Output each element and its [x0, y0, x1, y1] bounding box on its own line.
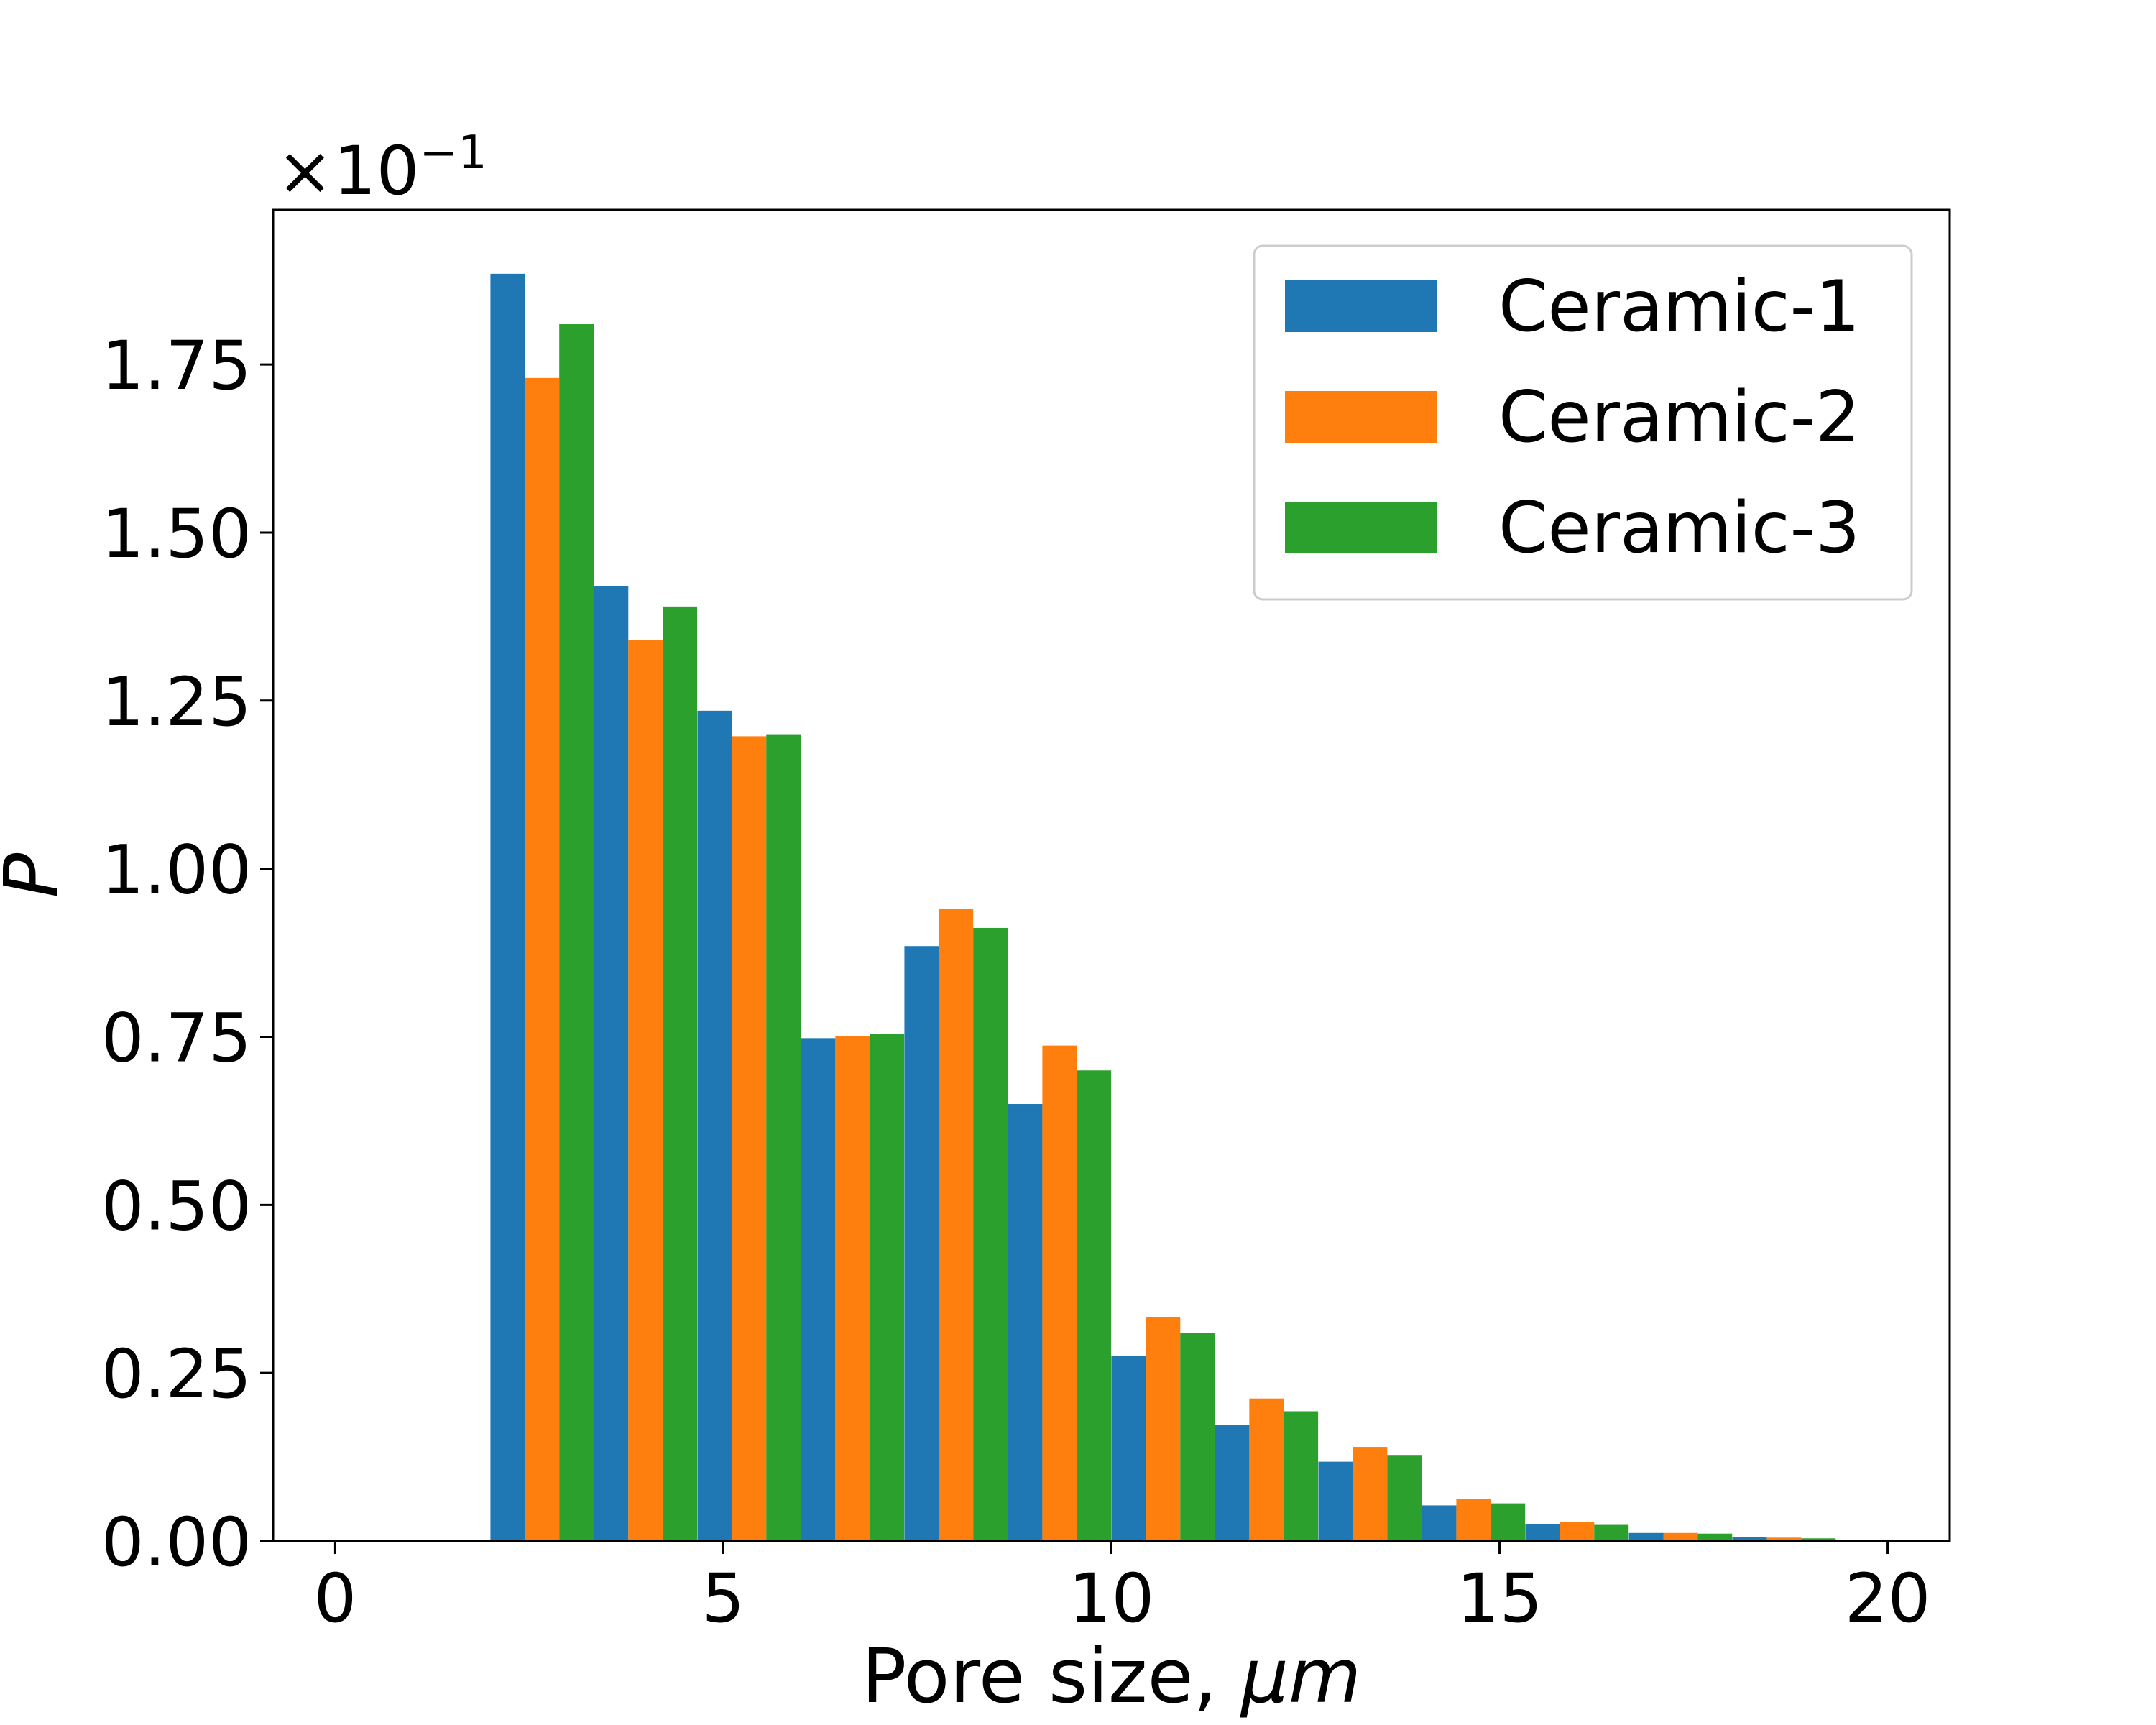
- legend-label-ceramic-2: Ceramic-2: [1498, 377, 1860, 459]
- x-tick-label: 10: [1069, 1560, 1155, 1638]
- y-tick-label: 1.50: [101, 495, 252, 574]
- bar-ceramic-3-12: [1697, 1533, 1733, 1541]
- bar-ceramic-3-11: [1594, 1524, 1629, 1541]
- bar-ceramic-1-8: [1215, 1425, 1250, 1541]
- bar-ceramic-2-9: [1353, 1447, 1388, 1541]
- legend-swatch-ceramic-2: [1285, 391, 1437, 443]
- bar-ceramic-1-9: [1318, 1461, 1353, 1541]
- legend-swatch-ceramic-3: [1285, 502, 1437, 553]
- bar-ceramic-1-10: [1422, 1505, 1457, 1541]
- legend-swatch-ceramic-1: [1285, 280, 1437, 332]
- bar-ceramic-2-10: [1456, 1499, 1491, 1541]
- bar-ceramic-2-4: [835, 1036, 870, 1541]
- bar-ceramic-1-5: [904, 946, 939, 1541]
- y-tick-label: 0.75: [101, 999, 252, 1077]
- bar-ceramic-3-10: [1491, 1503, 1526, 1541]
- y-tick-label: 0.00: [101, 1504, 252, 1582]
- x-tick-label: 0: [314, 1560, 357, 1638]
- x-tick-label: 5: [702, 1560, 745, 1638]
- bar-ceramic-2-6: [1042, 1045, 1077, 1541]
- y-tick-label: 1.25: [101, 663, 252, 742]
- bar-ceramic-1-4: [801, 1038, 836, 1541]
- bar-ceramic-2-11: [1560, 1522, 1595, 1541]
- bar-ceramic-2-5: [939, 908, 974, 1541]
- bar-ceramic-3-3: [766, 734, 801, 1542]
- y-ticks: 0.00 0.25 0.50 0.75 1.00 1.25 1.50 1.75: [101, 327, 273, 1582]
- y-axis-label: P: [0, 852, 75, 898]
- bar-ceramic-2-2: [628, 640, 663, 1542]
- bar-ceramic-3-1: [559, 324, 594, 1541]
- bar-ceramic-2-7: [1146, 1317, 1181, 1541]
- y-tick-label: 0.25: [101, 1335, 252, 1414]
- bar-ceramic-3-13: [1801, 1538, 1836, 1541]
- bar-ceramic-1-13: [1732, 1537, 1767, 1541]
- bar-ceramic-3-8: [1284, 1411, 1319, 1541]
- bar-ceramic-3-2: [663, 606, 698, 1541]
- x-ticks: 0 5 10 15 20: [314, 1541, 1931, 1638]
- bar-ceramic-1-1: [490, 273, 525, 1541]
- bar-ceramic-3-9: [1387, 1455, 1422, 1541]
- bar-ceramic-1-2: [594, 586, 629, 1541]
- bar-ceramic-3-4: [870, 1034, 905, 1541]
- bar-ceramic-3-5: [973, 927, 1008, 1541]
- legend-label-ceramic-1: Ceramic-1: [1498, 266, 1860, 348]
- x-axis-label: Pore size, μm: [862, 1632, 1361, 1720]
- bar-ceramic-2-1: [525, 377, 560, 1541]
- y-offset-multiplier: ×10−1: [277, 126, 487, 211]
- bar-ceramic-2-13: [1766, 1537, 1802, 1541]
- bar-ceramic-1-6: [1008, 1104, 1043, 1541]
- bar-ceramic-3-6: [1077, 1070, 1112, 1541]
- bar-ceramic-3-7: [1180, 1333, 1215, 1541]
- bar-ceramic-1-7: [1111, 1356, 1146, 1541]
- bar-ceramic-2-8: [1249, 1398, 1284, 1541]
- bar-ceramic-2-3: [732, 736, 767, 1541]
- bar-ceramic-2-12: [1663, 1532, 1698, 1541]
- y-tick-label: 1.75: [101, 327, 252, 405]
- legend-label-ceramic-3: Ceramic-3: [1498, 487, 1860, 569]
- bar-ceramic-1-12: [1628, 1532, 1664, 1541]
- bar-ceramic-1-11: [1525, 1524, 1560, 1541]
- legend: Ceramic-1 Ceramic-2 Ceramic-3: [1253, 244, 1913, 601]
- y-tick-label: 0.50: [101, 1167, 252, 1246]
- x-tick-label: 20: [1845, 1560, 1931, 1638]
- y-tick-label: 1.00: [101, 832, 252, 910]
- bars-layer: [490, 273, 1940, 1542]
- bar-ceramic-1-3: [697, 710, 732, 1541]
- x-tick-label: 15: [1457, 1560, 1543, 1638]
